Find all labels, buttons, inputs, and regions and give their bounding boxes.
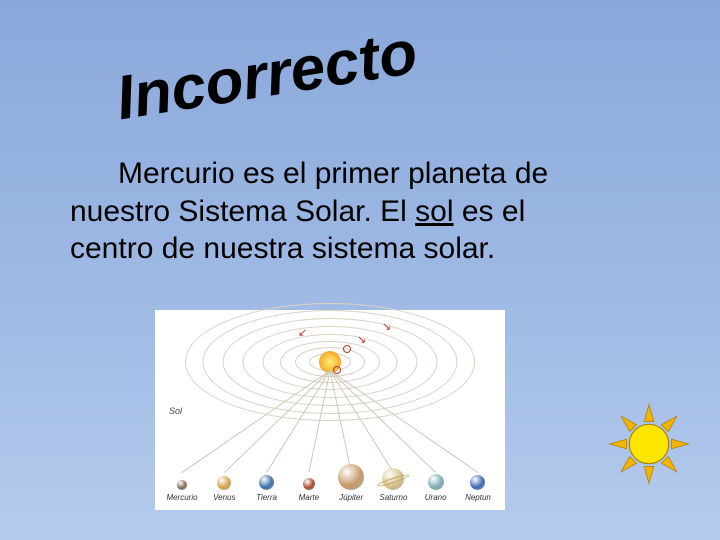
planet-label: Neptun (465, 493, 491, 502)
solar-system-diagram: ↘ ↘ ↙ Sol Mercurio Venus Tierra Marte Júpite… (155, 310, 505, 510)
planet-col-venus: Venus (203, 476, 245, 502)
planet-label: Tierra (256, 493, 277, 502)
body-line3: centro de nuestra sistema solar. (70, 232, 495, 265)
planet-ball-júpiter (338, 464, 364, 490)
planets-row: Mercurio Venus Tierra Marte Júpiter Saturno Ur… (161, 464, 499, 502)
body-line1: Mercurio es el primer planeta de (118, 157, 548, 190)
planet-col-tierra: Tierra (246, 475, 288, 502)
sol-label: Sol (169, 406, 182, 416)
planet-col-saturno: Saturno (372, 468, 414, 502)
decorative-sun-icon (608, 403, 690, 485)
marker-arrow-2: ↘ (382, 320, 391, 333)
planet-col-urano: Urano (415, 474, 457, 502)
marker-circle-1 (343, 345, 351, 353)
planet-col-neptun: Neptun (457, 475, 499, 502)
marker-arrow-1: ↘ (357, 333, 366, 346)
planet-label: Urano (425, 493, 447, 502)
planet-label: Saturno (379, 493, 407, 502)
planet-ball-mercurio (177, 480, 187, 490)
body-line2-pre: nuestro Sistema Solar. El (70, 195, 415, 228)
body-underlined-sol: sol (415, 195, 453, 228)
planet-label: Júpiter (339, 493, 363, 502)
body-line2-post: es el (454, 195, 526, 228)
planet-label: Mercurio (166, 493, 197, 502)
planet-label: Venus (213, 493, 235, 502)
planet-ball-urano (428, 474, 444, 490)
planet-ball-marte (303, 478, 315, 490)
title-incorrecto: Incorrecto (111, 17, 422, 135)
planet-col-mercurio: Mercurio (161, 480, 203, 502)
planet-ball-saturno (382, 468, 404, 490)
planet-ball-tierra (259, 475, 274, 490)
planet-col-marte: Marte (288, 478, 330, 502)
planet-ball-neptun (470, 475, 485, 490)
marker-arrow-3: ↙ (298, 326, 307, 339)
body-text: Mercurio es el primer planeta de nuestro… (70, 155, 690, 268)
planet-ball-venus (217, 476, 231, 490)
planet-col-júpiter: Júpiter (330, 464, 372, 502)
planet-label: Marte (299, 493, 319, 502)
